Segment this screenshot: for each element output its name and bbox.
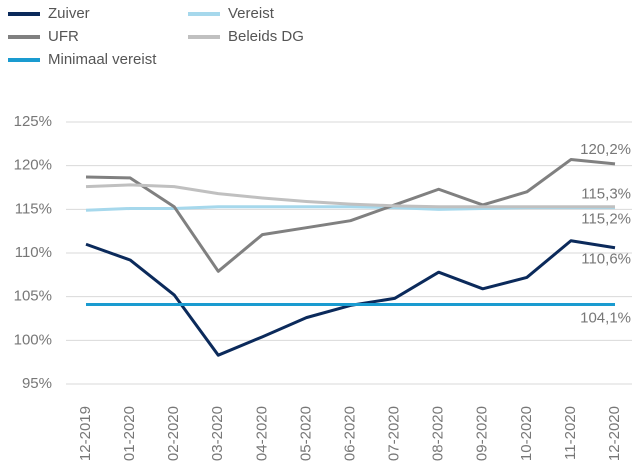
x-tick-label: 06-2020 bbox=[341, 406, 358, 461]
series-line bbox=[85, 183, 615, 209]
y-tick-label: 125% bbox=[14, 113, 52, 130]
legend-label: Zuiver bbox=[48, 5, 90, 22]
x-tick-label: 02-2020 bbox=[165, 406, 182, 461]
x-tick-label: 03-2020 bbox=[209, 406, 226, 461]
x-tick-label: 12-2019 bbox=[77, 406, 94, 461]
series-line bbox=[85, 158, 616, 273]
data-label: 110,6% bbox=[581, 251, 631, 268]
x-tick-label: 10-2020 bbox=[518, 406, 535, 461]
x-tick-label: 07-2020 bbox=[386, 406, 403, 461]
y-tick-label: 110% bbox=[15, 244, 52, 261]
legend-label: Minimaal vereist bbox=[48, 51, 157, 68]
y-tick-label: 120% bbox=[14, 157, 52, 174]
x-tick-label: 09-2020 bbox=[474, 406, 491, 461]
x-tick-label: 04-2020 bbox=[253, 406, 270, 461]
y-tick-label: 105% bbox=[14, 288, 52, 305]
data-label: 115,2% bbox=[581, 211, 631, 228]
data-label: 115,3% bbox=[581, 186, 631, 203]
x-tick-label: 08-2020 bbox=[430, 406, 447, 461]
x-tick-label: 12-2020 bbox=[606, 406, 623, 461]
y-tick-label: 95% bbox=[22, 375, 52, 392]
y-tick-label: 115% bbox=[15, 200, 52, 217]
legend-label: Beleids DG bbox=[228, 28, 304, 45]
x-tick-label: 11-2020 bbox=[562, 406, 579, 460]
x-tick-label: 05-2020 bbox=[297, 406, 314, 461]
series-line bbox=[85, 239, 616, 357]
legend-label: Vereist bbox=[228, 5, 275, 22]
y-tick-label: 100% bbox=[14, 331, 52, 348]
legend-label: UFR bbox=[48, 28, 79, 45]
data-label: 104,1% bbox=[580, 309, 631, 326]
x-tick-label: 01-2020 bbox=[121, 406, 138, 461]
data-label: 120,2% bbox=[580, 141, 631, 158]
